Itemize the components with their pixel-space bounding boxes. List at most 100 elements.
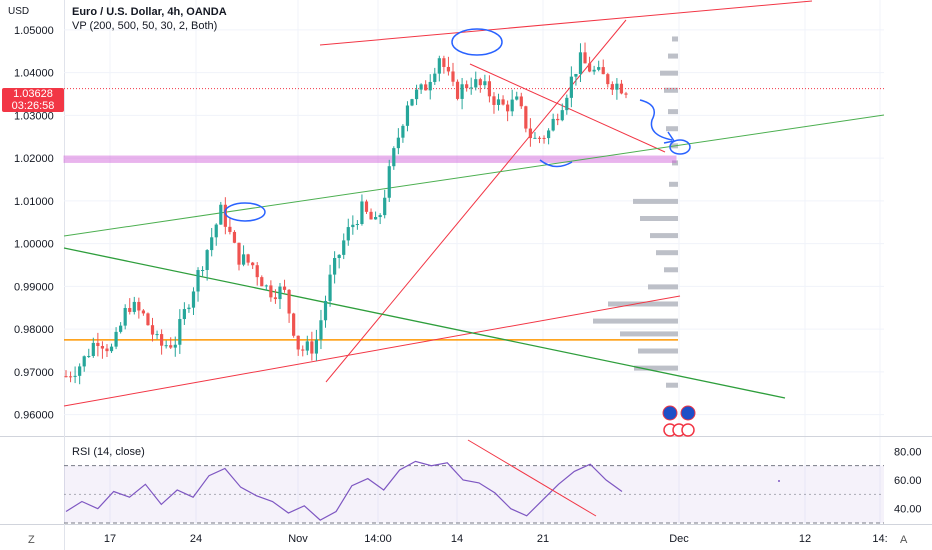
eu-flag-icon xyxy=(680,405,696,421)
candle-body xyxy=(346,227,350,241)
candle-body xyxy=(64,376,68,378)
rsi-tick-label: 60.00 xyxy=(894,475,922,487)
candle-body xyxy=(82,356,86,367)
candle-body xyxy=(474,79,478,88)
candle-body xyxy=(241,254,246,265)
rsi-tick-label: 80.00 xyxy=(894,446,922,458)
chart-title[interactable]: Euro / U.S. Dollar, 4h, OANDA xyxy=(72,6,227,18)
price-tick-label: 1.03000 xyxy=(14,110,54,122)
candle-body xyxy=(219,204,223,225)
candle-body xyxy=(310,341,314,354)
candle-body xyxy=(237,242,241,265)
economic-event-icons xyxy=(662,405,696,437)
us-flag-icon xyxy=(681,423,695,437)
time-tick-label: 17 xyxy=(104,533,116,545)
candle-body xyxy=(342,240,346,255)
auto-scale-button[interactable]: A xyxy=(900,534,908,546)
candle-body xyxy=(78,366,82,376)
candle-body xyxy=(296,335,300,350)
candle-body xyxy=(196,270,200,292)
candle-body xyxy=(619,83,624,94)
candle-body xyxy=(246,254,250,263)
candle-body xyxy=(569,76,573,98)
indicator-label[interactable]: VP (200, 500, 50, 30, 2, Both) xyxy=(72,20,218,32)
candle-body xyxy=(478,79,482,86)
candle-body xyxy=(373,217,378,220)
candle-body xyxy=(123,307,127,326)
candle-body xyxy=(510,99,514,112)
candle-body xyxy=(528,128,532,139)
candle-body xyxy=(392,148,396,167)
candle-body xyxy=(455,81,460,99)
candle-body xyxy=(146,313,150,326)
green-trend-line xyxy=(63,114,885,237)
candle-body xyxy=(424,84,428,91)
rsi-marker xyxy=(778,480,780,482)
price-tick-label: 1.01000 xyxy=(14,196,54,208)
candle-body xyxy=(565,97,569,111)
candle-body xyxy=(547,130,551,139)
candle-body xyxy=(442,58,446,67)
candle-body xyxy=(446,66,451,72)
candle-body xyxy=(551,118,555,131)
candle-body xyxy=(524,106,528,129)
candle-body xyxy=(560,110,564,121)
candle-body xyxy=(228,226,232,232)
candle-body xyxy=(351,224,355,228)
timezone-button[interactable]: Z xyxy=(28,534,35,546)
annotation-arrow-path xyxy=(639,99,673,141)
candle-body xyxy=(200,270,205,272)
candle-body xyxy=(492,96,496,105)
candle-body xyxy=(301,349,305,351)
candle-body xyxy=(214,224,218,238)
volume-profile-bar xyxy=(672,160,678,166)
annotation-circle xyxy=(224,202,266,222)
candle-body xyxy=(433,73,437,82)
channel-upper-line xyxy=(319,0,813,46)
volume-profile-bar xyxy=(650,233,678,239)
volume-profile-bar xyxy=(668,53,678,59)
candle-body xyxy=(378,215,382,218)
candle-body xyxy=(496,99,501,105)
bar-countdown: 03:26:58 xyxy=(11,100,55,112)
volume-profile-bar xyxy=(660,70,678,76)
candle-body xyxy=(73,375,77,377)
candle-body xyxy=(592,69,596,72)
price-tick-label: 0.96000 xyxy=(14,410,54,422)
candle-body xyxy=(169,345,173,348)
annotation-circle xyxy=(669,139,691,155)
candle-body xyxy=(451,71,455,82)
time-tick-label: 14:00 xyxy=(364,533,392,545)
candle-body xyxy=(137,301,141,311)
volume-profile-bar xyxy=(672,36,678,42)
rsi-line xyxy=(65,460,623,521)
candle-body xyxy=(114,331,118,347)
candle-body xyxy=(387,166,391,198)
time-tick-label: 14 xyxy=(451,533,463,545)
candle-body xyxy=(578,52,583,74)
candle-body xyxy=(191,291,196,308)
price-tick-label: 1.04000 xyxy=(14,68,54,80)
candle-body xyxy=(205,250,209,271)
candle-body xyxy=(437,58,441,74)
candle-body xyxy=(583,52,587,64)
price-tick-label: 1.00000 xyxy=(14,239,54,251)
volume-profile-bar xyxy=(638,348,678,354)
candle-body xyxy=(210,237,214,251)
last-price-tag: 1.03628 03:26:58 xyxy=(2,88,64,112)
candle-body xyxy=(273,297,278,300)
candle-body xyxy=(91,342,95,356)
candle-body xyxy=(624,93,628,95)
candle-body xyxy=(255,265,259,278)
time-tick-label: Dec xyxy=(669,533,689,545)
candle-body xyxy=(269,285,273,298)
volume-profile-bar xyxy=(640,216,678,221)
price-tick-label: 0.97000 xyxy=(14,367,54,379)
candle-body xyxy=(187,307,191,310)
candle-body xyxy=(574,73,578,77)
annotation-curve xyxy=(539,159,573,168)
candle-body xyxy=(333,257,337,275)
candle-body xyxy=(251,262,255,266)
candle-body xyxy=(610,84,614,90)
candle-body xyxy=(383,197,387,216)
